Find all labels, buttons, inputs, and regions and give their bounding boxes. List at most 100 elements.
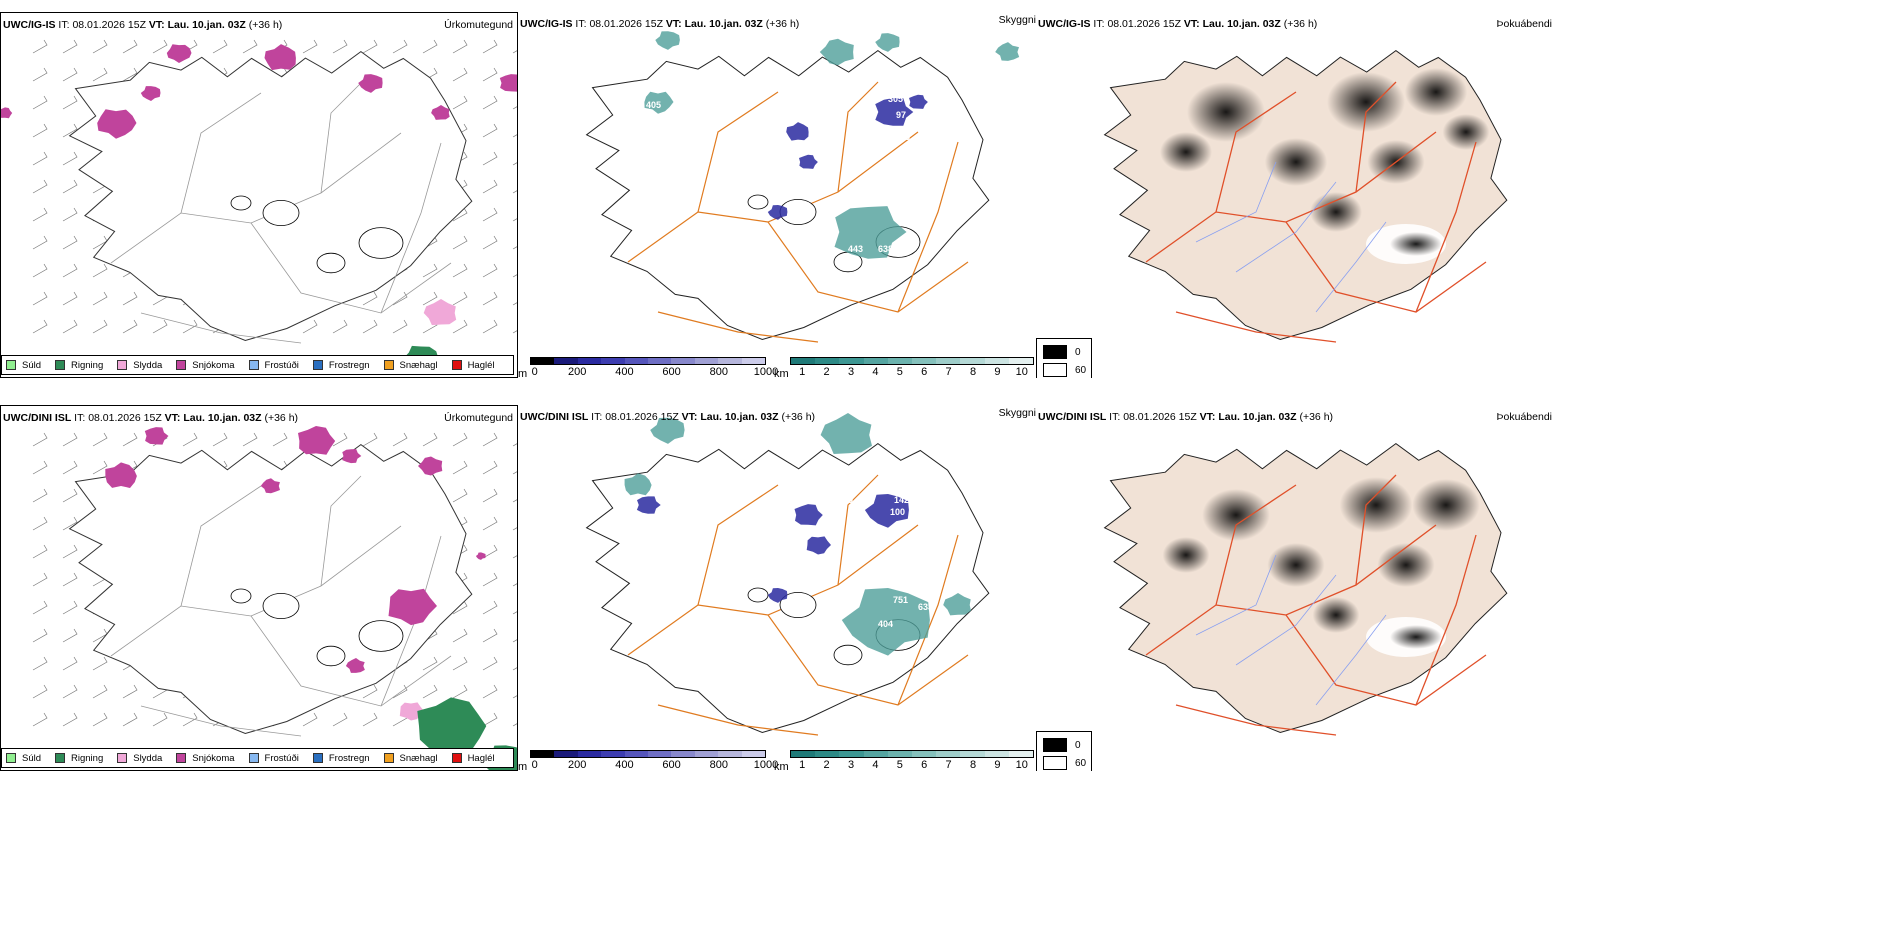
visibility-label: 86 [900, 132, 910, 142]
visibility-low-m [864, 494, 909, 528]
wind-barb [422, 291, 438, 306]
wind-barb [482, 684, 498, 699]
snow-area [166, 44, 192, 63]
visibility-label: 405 [646, 100, 661, 110]
road-line [1285, 221, 1487, 313]
wind-barb [302, 319, 318, 334]
wind-barb [482, 600, 498, 615]
colorbar-tick: 7 [945, 759, 952, 771]
visibility-label: 633 [918, 602, 933, 612]
wind-barb [92, 656, 108, 671]
wind-barb [332, 712, 348, 727]
colorbar-segment [863, 751, 888, 757]
precip-legend-item: Haglél [451, 752, 495, 764]
visibility-label: 638 [878, 244, 893, 254]
road-line [1355, 81, 1397, 193]
legend-swatch [451, 753, 462, 763]
wind-barb [482, 544, 498, 559]
colorbar-segment [863, 358, 888, 364]
fog-area [1404, 68, 1468, 116]
colorbar-tick: 1 [799, 366, 806, 378]
road-line [1285, 614, 1487, 706]
legend-swatch [383, 753, 394, 763]
visibility-label: 142 [894, 495, 909, 505]
road-network [627, 474, 969, 736]
visibility-low-km [834, 206, 907, 259]
snow-area [260, 478, 280, 494]
visibility-label: 882 [683, 56, 698, 66]
wind-barb [452, 628, 468, 643]
wind-barb [32, 544, 48, 559]
river-line [1315, 614, 1387, 706]
colorbar-tick: 3 [847, 366, 855, 378]
road-line [380, 142, 442, 314]
legend-label: Haglél [467, 752, 495, 764]
wind-barb [92, 712, 108, 727]
wind-barb [482, 291, 498, 306]
visibility-low-m [909, 94, 928, 109]
wind-barb [392, 39, 408, 54]
visibility-title-row2: Skyggni [998, 407, 1036, 419]
road-line [140, 705, 302, 737]
vis-m-colorbar-row1: 0 200 400 600 800 1000 m [518, 357, 778, 378]
colorbar-tick: 2 [823, 366, 830, 378]
visibility-low-km [655, 31, 680, 50]
wind-barb [482, 95, 498, 110]
colorbar-tick: 10 [1015, 759, 1028, 771]
river-network [1195, 161, 1387, 313]
visibility-map-row2: 39 129 100 142 152 96 751 633 404 301 [585, 413, 990, 736]
colorbar-segment [839, 358, 864, 364]
vis-m-colorbar-row2: 0 200 400 600 800 1000 m [518, 750, 778, 771]
wind-barb [32, 712, 48, 727]
rain-area [417, 697, 487, 752]
legend-swatch [312, 360, 323, 370]
colorbar-segment [554, 358, 578, 364]
precip-legend-item: Haglél [451, 360, 495, 371]
wind-barb [32, 432, 48, 447]
colorbar-tick: 400 [615, 759, 634, 771]
road-network [110, 82, 452, 344]
wind-barb [62, 712, 78, 727]
wind-barb [482, 572, 498, 587]
visibility-low-m [786, 122, 809, 141]
road-line [897, 534, 959, 706]
glacier-outline [230, 588, 252, 604]
colorbar-tick: 800 [709, 366, 728, 378]
visibility-label: 443 [848, 244, 863, 254]
wind-barb [452, 291, 468, 306]
snow-area [358, 74, 383, 93]
legend-swatch [451, 360, 462, 370]
visibility-low-m [799, 154, 818, 169]
colorbar-tick: 600 [662, 759, 681, 771]
wind-barb [92, 319, 108, 334]
wind-barb [32, 123, 48, 138]
legend-swatch [176, 753, 187, 763]
legend-swatch [312, 753, 323, 763]
wind-barb [62, 291, 78, 306]
colorbar-tick: 7 [945, 366, 952, 378]
wind-barb [92, 39, 108, 54]
wind-barb [452, 207, 468, 222]
wind-barb [362, 319, 378, 334]
visibility-map-row1: 882 321 405 202 305 97 130 86 59 483 443 638 [585, 31, 1020, 343]
wind-barb [152, 39, 168, 54]
fog-title-row1: Þokuábendi [1496, 18, 1552, 30]
vis-km-colorbar-row2: 1 2 3 4 5 6 7 8 9 10 km [774, 750, 1034, 771]
road-line [250, 615, 452, 707]
wind-barb [452, 460, 468, 475]
precip-legend-item: Rigning [55, 753, 103, 764]
snow-area [388, 588, 437, 626]
colorbar-tick: 600 [662, 366, 681, 378]
wind-barb [122, 319, 138, 334]
wind-barb [422, 263, 438, 278]
visibility-low-km [820, 413, 872, 454]
visibility-label: 483 [790, 204, 805, 214]
visibility-label: 305 [888, 94, 903, 104]
precip-title-row2: Úrkomutegund [444, 412, 513, 424]
wind-barb [362, 39, 378, 54]
colorbar-segment [741, 751, 766, 757]
glacier-outline [833, 644, 863, 666]
fog-area [1339, 477, 1413, 533]
road-line [697, 484, 779, 606]
wind-barb [182, 432, 198, 447]
